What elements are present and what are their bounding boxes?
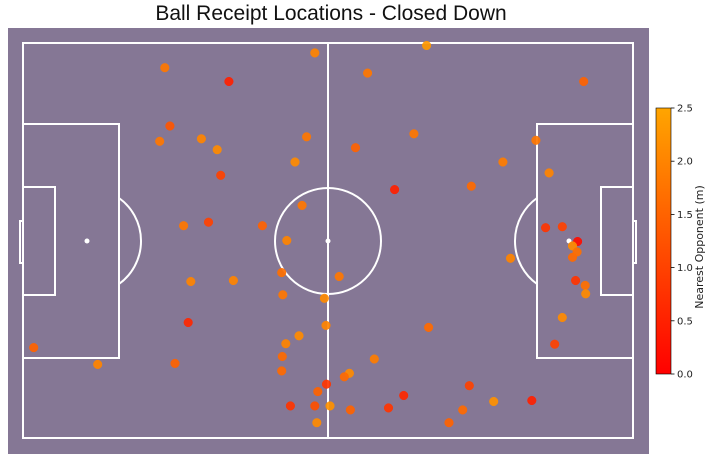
data-point-36 <box>228 275 238 286</box>
colorbar-tick-label: 2.5 <box>677 104 693 115</box>
colorbar-tick-label: 1.0 <box>677 263 693 274</box>
data-point-19 <box>390 185 400 195</box>
data-point-12 <box>212 145 222 155</box>
data-point-43 <box>183 317 193 328</box>
data-point-39 <box>581 289 591 299</box>
left-penalty-arc <box>118 197 142 285</box>
scatter-points <box>29 40 591 428</box>
data-point-4 <box>224 76 234 87</box>
data-point-63 <box>325 401 335 411</box>
colorbar-tick-label: 2.0 <box>677 157 693 168</box>
data-point-13 <box>350 143 361 153</box>
data-point-64 <box>383 403 394 413</box>
data-point-49 <box>29 343 39 353</box>
colorbar <box>655 107 672 375</box>
data-point-11 <box>409 129 419 139</box>
data-point-68 <box>458 405 468 415</box>
data-point-66 <box>527 395 537 406</box>
data-point-26 <box>557 222 567 232</box>
data-point-10 <box>302 132 312 142</box>
left-penalty-spot <box>84 238 90 244</box>
data-point-51 <box>369 354 379 364</box>
data-point-44 <box>321 320 331 330</box>
data-point-52 <box>93 359 103 369</box>
colorbar-ticks: 0.0 0.5 1.0 1.5 2.0 2.5 <box>671 104 693 381</box>
data-point-25 <box>541 223 551 233</box>
data-point-31 <box>567 252 578 262</box>
data-point-65 <box>489 396 499 407</box>
data-point-45 <box>424 322 434 332</box>
chart-title: Ball Receipt Locations - Closed Down <box>155 2 507 25</box>
data-point-60 <box>399 390 409 401</box>
data-point-47 <box>281 339 291 349</box>
data-point-3 <box>160 63 170 73</box>
data-point-22 <box>203 217 214 227</box>
data-point-38 <box>580 280 590 290</box>
data-point-40 <box>278 290 288 300</box>
pitch-lines <box>19 42 637 439</box>
data-point-21 <box>297 200 307 210</box>
data-point-16 <box>498 157 508 167</box>
centre-circle <box>274 187 382 295</box>
data-point-62 <box>310 401 320 411</box>
data-point-6 <box>579 76 589 87</box>
data-point-2 <box>422 40 432 51</box>
data-point-41 <box>319 293 329 303</box>
data-point-7 <box>165 121 175 131</box>
data-point-37 <box>571 275 581 286</box>
data-point-56 <box>339 372 349 382</box>
data-point-8 <box>196 134 206 144</box>
data-point-23 <box>179 221 189 231</box>
colorbar-tick-label: 0.5 <box>677 316 693 327</box>
data-point-54 <box>277 366 287 376</box>
data-point-20 <box>466 181 476 191</box>
data-point-46 <box>294 331 304 341</box>
colorbar-label: Nearest Opponent (m) <box>693 185 706 309</box>
data-point-35 <box>186 276 196 287</box>
data-point-14 <box>531 135 541 145</box>
data-point-48 <box>550 339 560 349</box>
data-point-5 <box>363 68 373 78</box>
centre-spot <box>325 238 331 244</box>
data-point-17 <box>216 170 226 180</box>
data-point-61 <box>285 401 295 411</box>
left-goal <box>19 220 24 264</box>
data-point-24 <box>257 221 267 231</box>
data-point-9 <box>155 136 165 146</box>
data-point-15 <box>290 157 300 167</box>
data-point-29 <box>567 241 578 251</box>
data-point-42 <box>557 312 567 323</box>
data-point-18 <box>544 168 554 178</box>
data-point-57 <box>321 379 332 389</box>
data-point-1 <box>310 48 320 58</box>
colorbar-tick-label: 0.0 <box>677 370 693 381</box>
right-penalty-arc <box>514 197 538 285</box>
data-point-27 <box>282 235 292 246</box>
data-point-59 <box>313 387 323 397</box>
data-point-67 <box>345 405 355 415</box>
data-point-69 <box>312 418 322 428</box>
data-point-58 <box>464 381 474 391</box>
data-point-53 <box>170 358 180 368</box>
data-point-50 <box>277 351 287 362</box>
data-point-33 <box>277 268 287 278</box>
right-goal <box>632 220 637 264</box>
data-point-34 <box>334 271 344 282</box>
data-point-70 <box>444 418 454 428</box>
data-point-32 <box>505 253 516 263</box>
colorbar-tick-label: 1.5 <box>677 210 693 221</box>
